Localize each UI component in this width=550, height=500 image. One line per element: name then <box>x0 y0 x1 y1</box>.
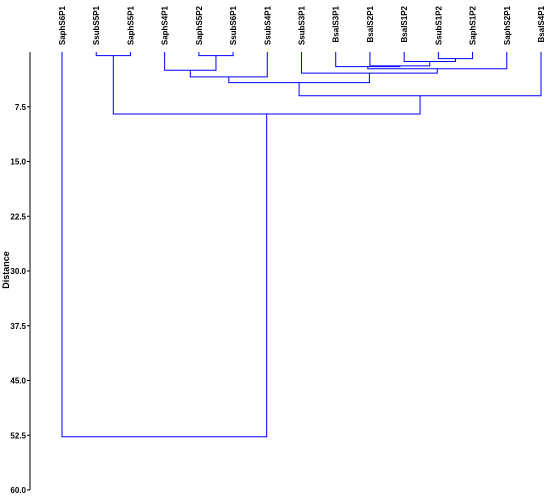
y-tick-label: 7.5 <box>15 103 27 112</box>
dendrogram-link <box>437 52 474 60</box>
y-tick-label: 60.0 <box>10 486 26 495</box>
leaf-label: SaphS2P1 <box>503 5 512 45</box>
leaf-label: SsubS4P1 <box>263 5 272 45</box>
dendrogram-link <box>95 52 131 57</box>
y-tick-label: 45.0 <box>10 377 26 386</box>
leaf-label: SsubS5P1 <box>92 5 101 45</box>
y-tick-label: 15.0 <box>10 158 26 167</box>
y-tick-label: 22.5 <box>10 212 26 221</box>
y-tick-label: 30.0 <box>10 267 26 276</box>
leaf-label: SaphS5P1 <box>126 5 135 45</box>
dendrogram-link <box>403 52 456 62</box>
dendrogram-link <box>369 52 431 67</box>
dendrogram-link <box>335 52 401 68</box>
leaf-labels: SaphS6P1 SsubS5P1 SaphS5P1 SaphS4P1 SaphS5P2… <box>58 5 546 45</box>
leaf-label: BsalS3P1 <box>332 5 341 42</box>
leaf-label: SaphS1P2 <box>469 5 478 45</box>
leaf-label: BsalS2P1 <box>366 5 375 42</box>
leaf-label: SsubS3P1 <box>298 5 307 45</box>
dendrogram-link <box>228 73 370 84</box>
y-axis-ticks: 7.5 15.0 22.5 30.0 37.5 45.0 52.5 60.0 <box>10 103 30 495</box>
dendrogram-link <box>198 52 234 57</box>
dendrogram-link <box>301 52 438 74</box>
leaf-label: SsubS1P2 <box>434 5 443 45</box>
leaf-label: SaphS5P2 <box>195 5 204 45</box>
y-tick-label: 52.5 <box>10 431 26 440</box>
leaf-label: BsalS4P1 <box>537 5 546 42</box>
leaf-label: SaphS4P1 <box>161 5 170 45</box>
leaf-label: SaphS6P1 <box>58 5 67 45</box>
y-tick-label: 37.5 <box>10 322 26 331</box>
y-axis-title: Distance <box>1 251 11 289</box>
dendrogram-link <box>61 52 268 438</box>
leaf-label: BsalS1P2 <box>400 5 409 42</box>
dendrogram-links <box>61 52 542 438</box>
dendrogram-link <box>164 52 217 71</box>
leaf-label: SsubS6P1 <box>229 5 238 45</box>
dendrogram-link <box>112 55 421 115</box>
